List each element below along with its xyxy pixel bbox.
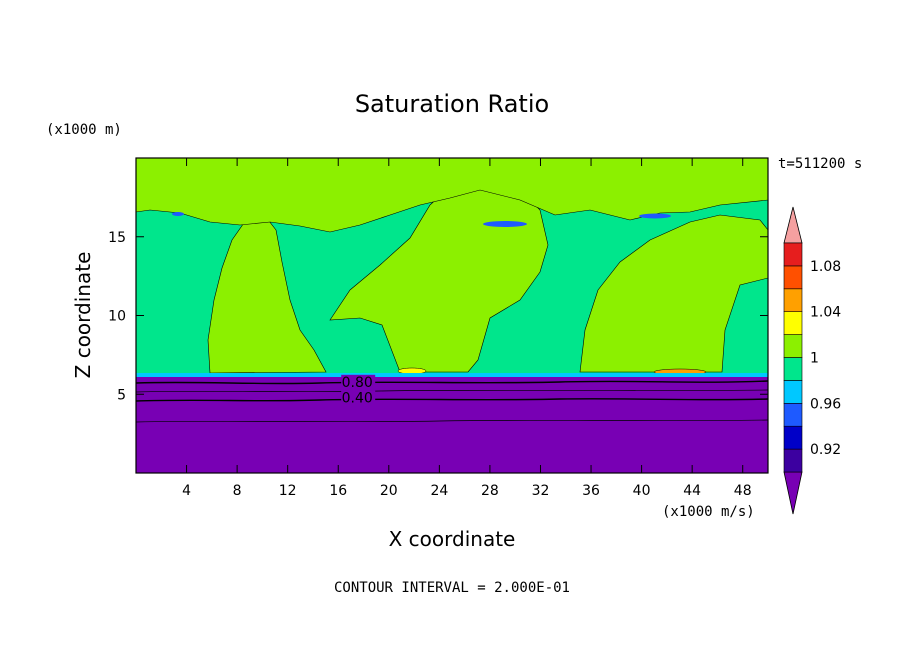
colorbar-tick-label: 0.92 <box>810 442 841 458</box>
contour-interval-note: CONTOUR INTERVAL = 2.000E-01 <box>334 580 570 596</box>
colorbar-tick-label: 0.96 <box>810 396 841 412</box>
x-tick-label: 48 <box>734 483 752 499</box>
colorbar-over-triangle <box>783 206 803 244</box>
x-tick-label: 20 <box>380 483 398 499</box>
chart-title: Saturation Ratio <box>355 90 549 118</box>
x-tick-label: 8 <box>233 483 242 499</box>
field-dry-spot-3 <box>172 212 184 216</box>
contour-thin-1 <box>136 389 768 393</box>
contour-label-bg <box>341 390 376 404</box>
x-tick-label: 40 <box>633 483 651 499</box>
x-tick-label: 16 <box>329 483 347 499</box>
colorbar: 0.92 0.96 1 1.04 1.08 <box>783 206 841 515</box>
colorbar-segment <box>783 334 803 358</box>
contour-040 <box>136 398 768 402</box>
field-lower-layer <box>136 377 768 473</box>
colorbar-segment <box>783 357 803 381</box>
time-label: t=511200 s <box>778 156 862 172</box>
colorbar-under-triangle <box>783 471 803 515</box>
y-axis-label: Z coordinate <box>71 252 95 379</box>
y-unit-label: (x1000 m) <box>46 122 122 138</box>
contour-label: 0.40 <box>342 391 373 407</box>
x-tick-label: 12 <box>279 483 297 499</box>
field-dry-spot-2 <box>639 213 671 219</box>
x-tick-label: 4 <box>182 483 191 499</box>
x-tick-label: 24 <box>430 483 448 499</box>
colorbar-segment <box>783 311 803 335</box>
colorbar-segment <box>783 242 803 267</box>
colorbar-segment <box>783 380 803 404</box>
contour-label: 0.80 <box>342 375 373 391</box>
contour-label-bg <box>341 374 376 388</box>
colorbar-segment <box>783 448 803 473</box>
colorbar-tick-label: 1 <box>810 351 819 367</box>
y-tick-label: 10 <box>108 309 126 325</box>
colorbar-segment <box>783 265 803 290</box>
contour-080 <box>136 380 768 385</box>
colorbar-segment <box>783 425 803 450</box>
field-top-band <box>136 158 768 233</box>
x-tick-label: 32 <box>532 483 550 499</box>
field-plume-3 <box>579 214 768 373</box>
x-axis-label: X coordinate <box>389 527 516 551</box>
field-transition-band <box>136 373 768 377</box>
x-tick-label: 44 <box>683 483 701 499</box>
field-dry-spot-1 <box>483 221 527 227</box>
y-tick-label: 15 <box>108 230 126 246</box>
colorbar-segment <box>783 402 803 427</box>
x-tick-label: 36 <box>582 483 600 499</box>
x-tick-label: 28 <box>481 483 499 499</box>
contour-thin-2 <box>136 419 768 423</box>
colorbar-segment <box>783 288 803 312</box>
y-tick-label: 5 <box>117 387 126 403</box>
x-unit-label: (x1000 m/s) <box>662 504 755 520</box>
colorbar-tick-label: 1.04 <box>810 305 841 321</box>
colorbar-tick-label: 1.08 <box>810 259 841 275</box>
